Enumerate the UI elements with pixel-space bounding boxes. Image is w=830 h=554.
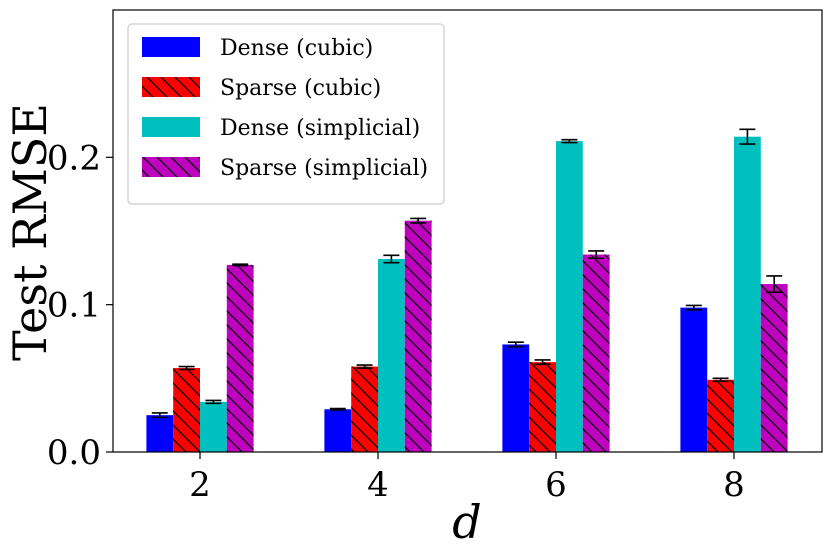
- bar: [556, 141, 583, 453]
- legend: Dense (cubic) Sparse (cubic) Dense (simpli…: [127, 23, 445, 205]
- legend-label: Sparse (simplicial): [220, 156, 428, 181]
- legend-label: Dense (simplicial): [220, 116, 420, 141]
- legend-label: Sparse (cubic): [220, 76, 381, 101]
- x-tick-label: 6: [545, 465, 567, 505]
- bar: [734, 136, 761, 452]
- x-tick-label: 4: [367, 465, 389, 505]
- bar: [324, 409, 352, 452]
- legend-swatch-hatch: [142, 77, 200, 97]
- bar: [502, 344, 530, 452]
- x-tick-label: 8: [723, 465, 745, 505]
- bar-hatch: [707, 379, 734, 452]
- bar: [146, 415, 174, 452]
- bar-hatch: [404, 220, 432, 452]
- bar: [200, 401, 227, 452]
- bar-hatch: [582, 254, 610, 452]
- bar: [378, 258, 405, 452]
- bar-hatch: [226, 264, 254, 452]
- x-axis-title: d: [452, 495, 481, 549]
- x-tick-label: 2: [189, 465, 211, 505]
- legend-swatch: [142, 37, 200, 57]
- error-bars-group: [151, 128, 783, 419]
- axes-group: 2 4 6 8 0.0 0.1 0.2: [47, 9, 823, 505]
- bar-hatch: [351, 366, 378, 452]
- y-tick-label: 0.2: [47, 138, 101, 178]
- legend-swatch: [142, 117, 200, 137]
- legend-box: [127, 23, 445, 205]
- y-tick-label: 0.0: [47, 433, 101, 473]
- legend-label: Dense (cubic): [220, 36, 373, 61]
- bars-group: [146, 136, 788, 453]
- bar-hatch: [760, 284, 788, 452]
- axes-frame: [112, 9, 823, 453]
- y-axis-title: Test RMSE: [3, 103, 57, 361]
- bar-hatch: [173, 368, 200, 452]
- y-tick-label: 0.1: [47, 286, 101, 326]
- bar: [680, 307, 708, 452]
- bar-hatch: [529, 362, 556, 452]
- legend-swatch-hatch: [142, 157, 200, 177]
